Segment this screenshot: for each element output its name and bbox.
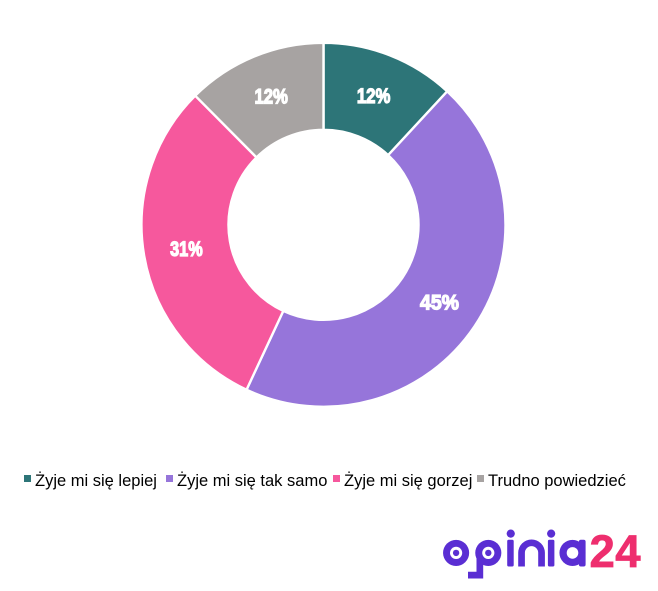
svg-text:31%: 31% bbox=[170, 238, 203, 261]
svg-text:Żyje mi się gorzej: Żyje mi się gorzej bbox=[344, 471, 472, 490]
svg-text:Żyje mi się tak samo: Żyje mi się tak samo bbox=[177, 471, 327, 490]
svg-text:12%: 12% bbox=[357, 85, 391, 108]
svg-text:Trudno powiedzieć: Trudno powiedzieć bbox=[488, 472, 626, 490]
svg-text:Żyje mi się lepiej: Żyje mi się lepiej bbox=[35, 471, 157, 490]
svg-text:24: 24 bbox=[590, 526, 642, 577]
svg-text:12%: 12% bbox=[254, 85, 288, 108]
svg-text:45%: 45% bbox=[420, 292, 459, 315]
